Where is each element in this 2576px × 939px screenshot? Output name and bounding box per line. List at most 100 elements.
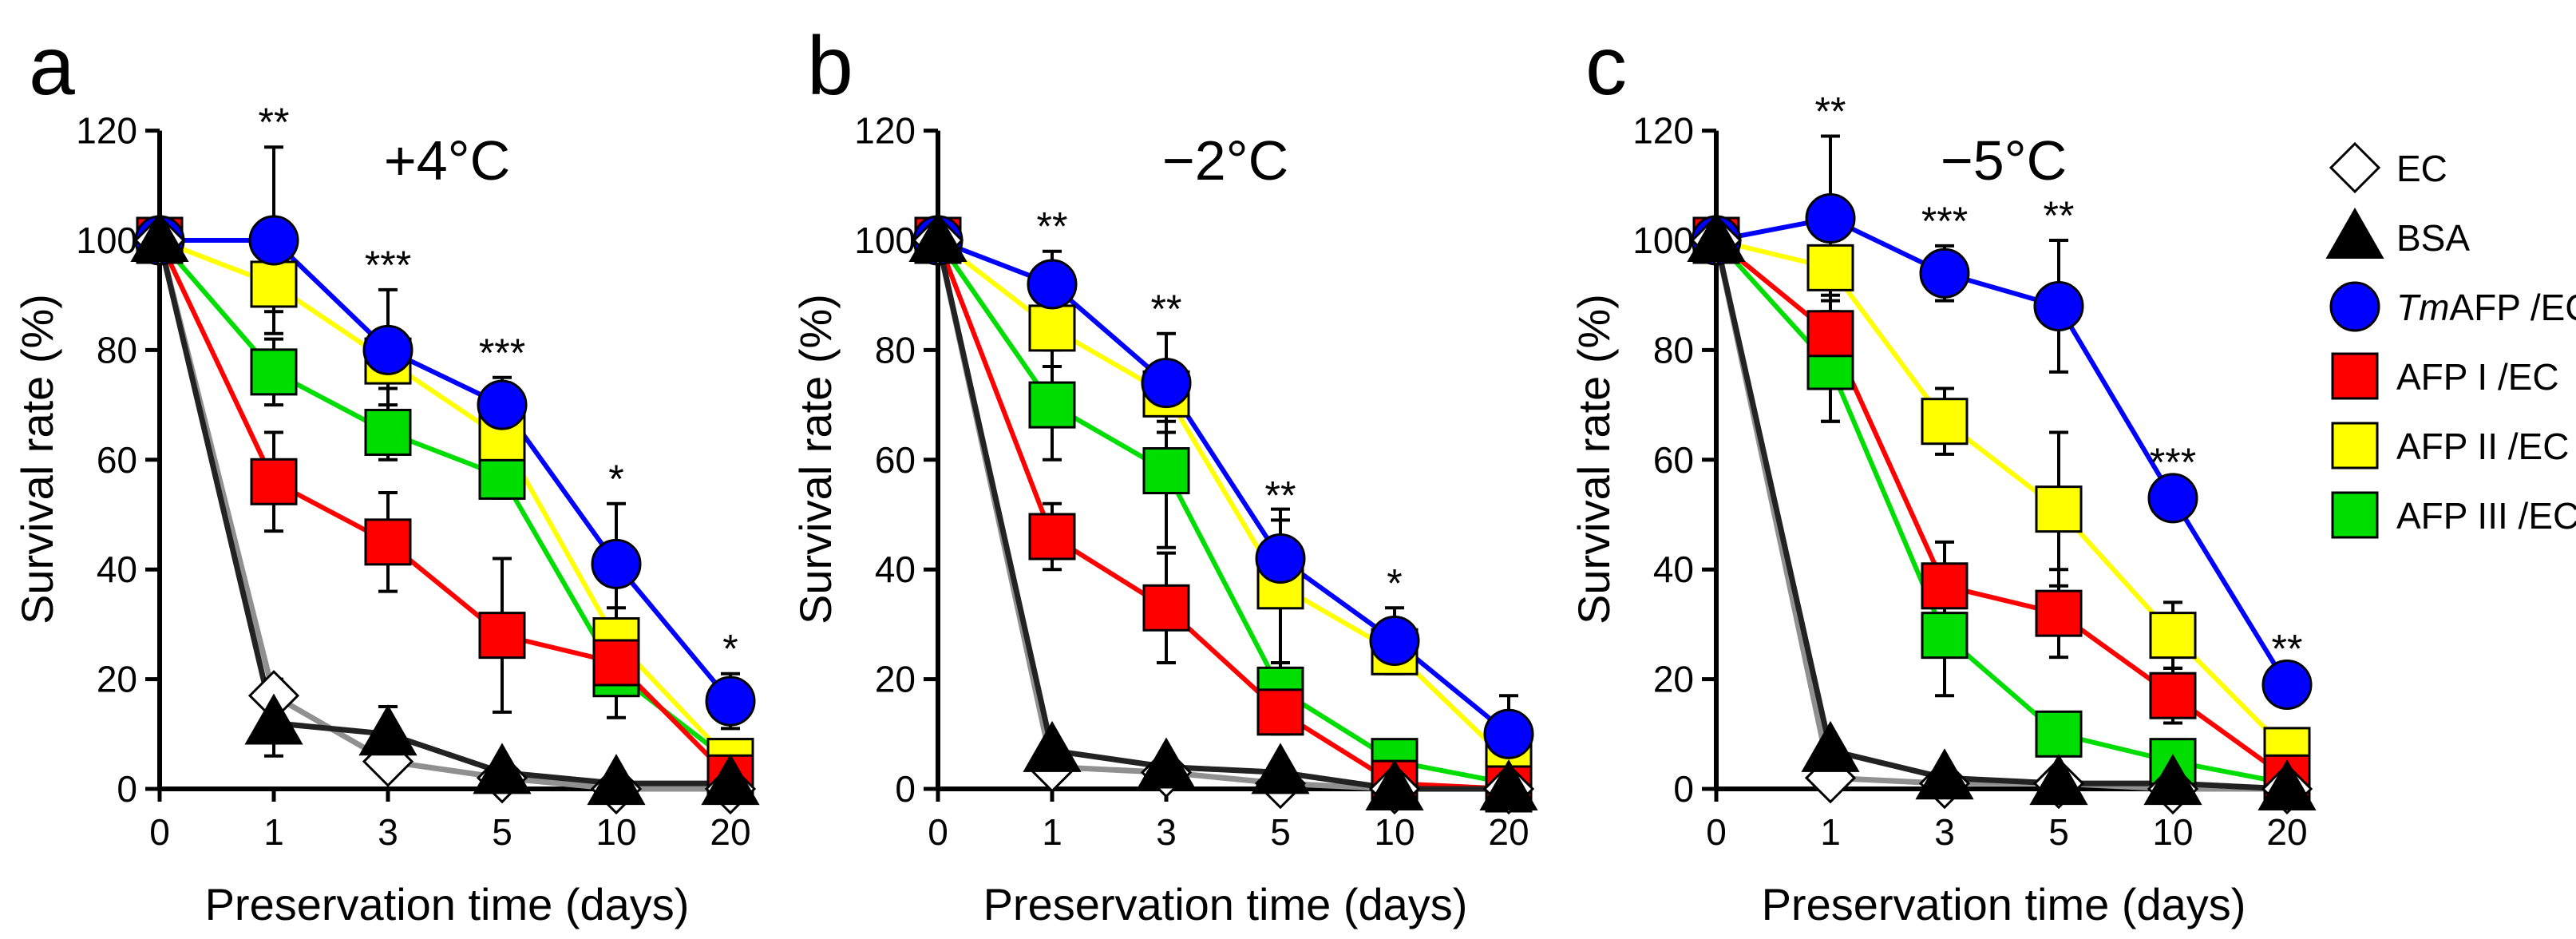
significance-marker: ** bbox=[2272, 627, 2303, 672]
legend-label: AFP I /EC bbox=[2396, 356, 2559, 398]
x-tick-label: 10 bbox=[2152, 811, 2193, 853]
data-point bbox=[701, 754, 760, 806]
y-tick-label: 120 bbox=[76, 110, 137, 152]
significance-marker: ** bbox=[1151, 287, 1182, 331]
y-tick-label: 60 bbox=[97, 439, 137, 481]
data-point bbox=[364, 408, 412, 456]
data-point bbox=[1369, 616, 1420, 667]
data-point bbox=[2149, 612, 2197, 660]
y-tick-label: 120 bbox=[854, 110, 916, 152]
data-point bbox=[358, 704, 417, 756]
series-line bbox=[158, 238, 733, 763]
legend-marker bbox=[2325, 207, 2384, 259]
x-tick-label: 5 bbox=[492, 811, 512, 853]
data-point bbox=[250, 458, 298, 505]
x-tick-label: 20 bbox=[710, 811, 750, 853]
x-tick-label: 1 bbox=[1042, 811, 1062, 853]
data-point bbox=[1027, 259, 1078, 310]
x-tick-label: 20 bbox=[1488, 811, 1529, 853]
y-tick-label: 100 bbox=[76, 220, 137, 261]
series-line bbox=[936, 239, 1510, 791]
series-line bbox=[156, 240, 730, 786]
data-point bbox=[1801, 720, 1860, 772]
significance-marker: *** bbox=[365, 243, 411, 287]
y-tick-label: 40 bbox=[97, 549, 137, 590]
x-tick-label: 0 bbox=[928, 811, 948, 853]
data-point bbox=[1141, 358, 1192, 409]
data-point bbox=[1256, 688, 1304, 736]
data-point bbox=[250, 260, 298, 308]
data-point bbox=[1028, 304, 1076, 352]
significance-marker: ** bbox=[1265, 473, 1296, 517]
significance-marker: ** bbox=[259, 100, 290, 145]
data-point bbox=[2035, 710, 2083, 758]
x-tick-label: 10 bbox=[1374, 811, 1415, 853]
x-axis-label: Preservation time (days) bbox=[205, 879, 690, 929]
series-line bbox=[1714, 238, 2288, 786]
significance-marker: ** bbox=[1815, 89, 1846, 133]
panel-title: +4°C bbox=[384, 129, 510, 192]
data-point bbox=[2029, 754, 2088, 806]
data-point bbox=[1255, 533, 1306, 584]
data-point bbox=[2035, 589, 2083, 637]
x-tick-label: 3 bbox=[1156, 811, 1177, 853]
data-point bbox=[2035, 485, 2083, 533]
series-line bbox=[157, 239, 732, 764]
y-tick-label: 20 bbox=[97, 659, 137, 700]
y-tick-label: 80 bbox=[1653, 329, 1694, 370]
data-point bbox=[1806, 310, 1854, 358]
data-point bbox=[1805, 193, 1856, 244]
y-axis-label: Survival rate (%) bbox=[790, 294, 841, 624]
series-line bbox=[156, 240, 730, 792]
data-point bbox=[1365, 759, 1424, 810]
x-tick-label: 1 bbox=[263, 811, 284, 853]
legend-label: AFP II /EC bbox=[2396, 426, 2569, 467]
x-tick-label: 0 bbox=[1706, 811, 1727, 853]
legend-label: BSA bbox=[2396, 217, 2470, 259]
series-line bbox=[935, 240, 1509, 792]
legend-label-rest: AFP /EC bbox=[2449, 287, 2576, 328]
y-tick-label: 60 bbox=[875, 439, 916, 481]
legend-marker bbox=[2331, 422, 2379, 470]
legend-label: EC bbox=[2396, 148, 2447, 189]
legend-label-italic: Tm bbox=[2396, 287, 2449, 328]
y-tick-label: 80 bbox=[97, 329, 137, 370]
data-point bbox=[364, 518, 412, 566]
data-point bbox=[477, 379, 528, 430]
data-point bbox=[244, 693, 303, 745]
y-tick-label: 40 bbox=[1653, 549, 1694, 590]
series-line bbox=[935, 240, 1509, 792]
data-point bbox=[1483, 708, 1534, 759]
data-point bbox=[1142, 584, 1190, 632]
significance-marker: *** bbox=[2150, 440, 2196, 485]
series-line bbox=[1713, 240, 2287, 792]
y-tick-label: 100 bbox=[1632, 220, 1694, 261]
panel-letter: a bbox=[29, 20, 75, 113]
y-axis-label: Survival rate (%) bbox=[12, 294, 62, 624]
y-tick-label: 80 bbox=[875, 329, 916, 370]
data-point bbox=[1919, 248, 1970, 299]
data-point bbox=[1142, 447, 1190, 495]
data-point bbox=[1479, 759, 1538, 810]
significance-marker: * bbox=[608, 457, 623, 501]
y-tick-label: 100 bbox=[854, 220, 916, 261]
data-point bbox=[1028, 513, 1076, 561]
y-tick-label: 120 bbox=[1632, 110, 1694, 152]
data-point bbox=[705, 676, 756, 727]
x-tick-label: 3 bbox=[1934, 811, 1955, 853]
legend-marker bbox=[2329, 141, 2381, 194]
data-point bbox=[1028, 381, 1076, 429]
data-point bbox=[2257, 759, 2317, 810]
x-axis-label: Preservation time (days) bbox=[1762, 879, 2246, 929]
series-line bbox=[936, 239, 1510, 786]
data-point bbox=[1023, 720, 1082, 772]
legend-label: TmAFP /EC bbox=[2396, 287, 2576, 328]
data-point bbox=[592, 639, 640, 687]
panel-letter: b bbox=[807, 20, 853, 113]
legend: EC BSA TmAFP /EC AFP I /EC AFP II /EC AFP III… bbox=[2325, 141, 2576, 539]
panel-b: 0 20 40 60 80 100 120 0 1 3 5 10 20 Preservation time… bbox=[790, 20, 1538, 929]
x-tick-label: 1 bbox=[1820, 811, 1841, 853]
panel-letter: c bbox=[1585, 20, 1627, 113]
x-tick-label: 0 bbox=[149, 811, 170, 853]
